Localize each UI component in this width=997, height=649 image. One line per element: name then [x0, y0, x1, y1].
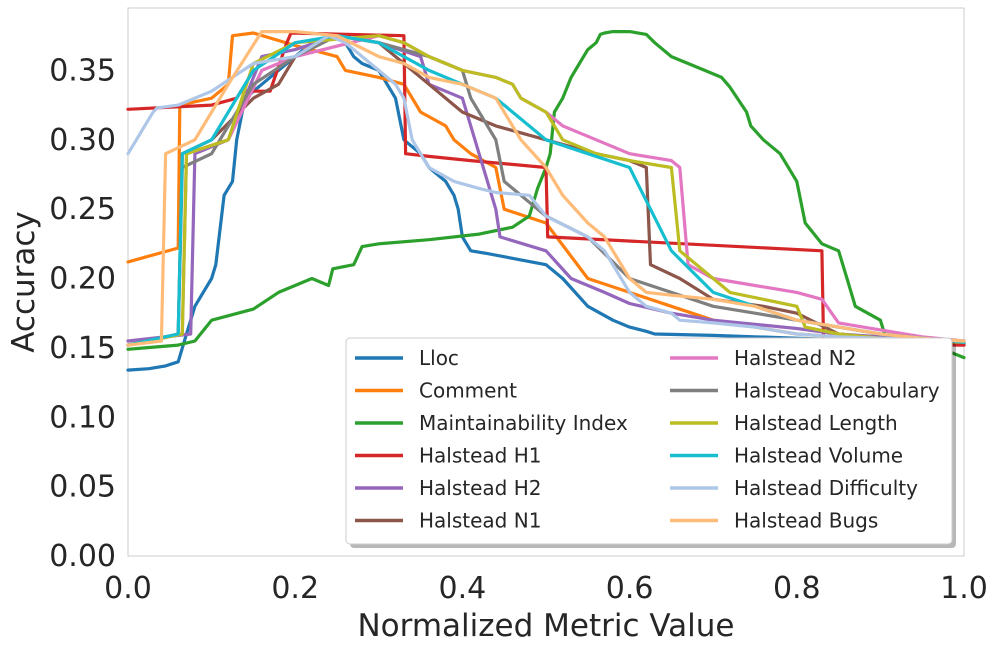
y-axis-ticks: 0.00 0.05 0.10 0.15 0.20 0.25 0.30 0.35: [49, 53, 116, 574]
legend-box: [345, 337, 953, 545]
legend-items: Lloc Comment Maintainability Index Halstead…: [355, 346, 940, 533]
legend-label-halstead-h1: Halstead H1: [419, 444, 542, 468]
x-tick-label: 0.2: [271, 571, 319, 606]
y-tick-label: 0.25: [49, 192, 116, 227]
legend-label-maintainability-index: Maintainability Index: [419, 411, 628, 435]
series-line-halstead-h2: [126, 34, 966, 343]
x-tick-label: 0.6: [606, 571, 654, 606]
y-tick-label: 0.15: [49, 331, 116, 366]
series-line-halstead-n1: [126, 34, 966, 347]
x-axis-label: Normalized Metric Value: [357, 608, 734, 644]
y-tick-label: 0.20: [49, 262, 116, 297]
x-tick-label: 1.0: [940, 571, 988, 606]
legend-label-halstead-n2: Halstead N2: [734, 346, 856, 370]
legend-label-halstead-vocabulary: Halstead Vocabulary: [734, 379, 940, 403]
legend-label-comment: Comment: [419, 379, 517, 403]
x-axis-ticks: 0.0 0.2 0.4 0.6 0.8 1.0: [104, 571, 988, 606]
y-tick-label: 0.10: [49, 400, 116, 435]
x-tick-label: 0.4: [439, 571, 487, 606]
legend-label-halstead-n1: Halstead N1: [419, 509, 541, 533]
series-line-maintainability-index: [126, 30, 966, 360]
legend-label-halstead-bugs: Halstead Bugs: [734, 509, 878, 533]
series-line-halstead-difficulty: [126, 34, 966, 343]
x-tick-label: 0.8: [773, 571, 821, 606]
series-line-lloc: [126, 34, 966, 372]
legend-label-halstead-length: Halstead Length: [734, 411, 898, 435]
y-tick-label: 0.05: [49, 470, 116, 505]
y-tick-label: 0.00: [49, 539, 116, 574]
legend-label-lloc: Lloc: [419, 346, 459, 370]
legend-label-halstead-volume: Halstead Volume: [734, 444, 903, 468]
y-tick-label: 0.30: [49, 123, 116, 158]
series-layer: [126, 30, 966, 372]
legend-label-halstead-difficulty: Halstead Difficulty: [734, 476, 918, 500]
y-tick-label: 0.35: [49, 53, 116, 88]
series-line-halstead-bugs: [126, 30, 966, 347]
legend-label-halstead-h2: Halstead H2: [419, 476, 542, 500]
series-line-halstead-n2: [126, 34, 966, 347]
x-tick-label: 0.0: [104, 571, 152, 606]
y-axis-label: Accuracy: [6, 211, 42, 353]
legend: Lloc Comment Maintainability Index Halstead…: [345, 337, 956, 548]
